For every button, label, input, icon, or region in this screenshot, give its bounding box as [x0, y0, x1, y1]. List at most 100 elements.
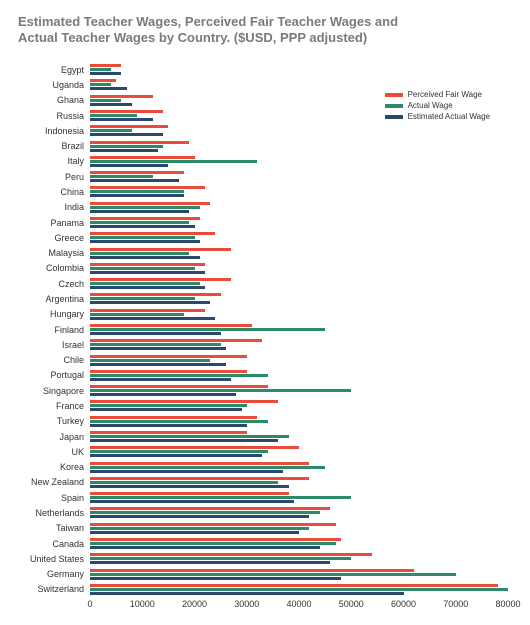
bar-actual	[90, 145, 163, 148]
bar-estimated	[90, 240, 200, 243]
bar-actual	[90, 252, 189, 255]
chart-container: Estimated Teacher Wages, Perceived Fair …	[0, 0, 530, 625]
y-axis-label: Israel	[62, 340, 90, 350]
y-axis-label: China	[60, 187, 90, 197]
x-axis-tick: 20000	[182, 599, 207, 609]
y-axis-label: Russia	[56, 111, 90, 121]
y-axis-label: UK	[71, 447, 90, 457]
y-axis-label: Uganda	[52, 80, 90, 90]
x-axis-tick: 80000	[495, 599, 520, 609]
bar-estimated	[90, 149, 158, 152]
bar-estimated	[90, 592, 404, 595]
bar-perceived	[90, 507, 330, 510]
y-axis-label: Italy	[67, 156, 90, 166]
y-axis-label: Switzerland	[37, 584, 90, 594]
bar-perceived	[90, 141, 189, 144]
bar-perceived	[90, 202, 210, 205]
bar-estimated	[90, 470, 283, 473]
bar-actual	[90, 389, 351, 392]
bar-perceived	[90, 171, 184, 174]
bar-actual	[90, 297, 195, 300]
bar-estimated	[90, 378, 231, 381]
bar-estimated	[90, 87, 127, 90]
bar-perceived	[90, 370, 247, 373]
y-axis-label: Netherlands	[35, 508, 90, 518]
bar-actual	[90, 99, 121, 102]
y-axis-label: Malaysia	[48, 248, 90, 258]
bar-actual	[90, 374, 268, 377]
x-axis: 0100002000030000400005000060000700008000…	[90, 599, 508, 613]
bar-actual	[90, 404, 247, 407]
bar-actual	[90, 573, 456, 576]
bar-perceived	[90, 248, 231, 251]
bar-actual	[90, 221, 189, 224]
bar-actual	[90, 557, 351, 560]
bar-actual	[90, 236, 195, 239]
bar-perceived	[90, 156, 195, 159]
bar-perceived	[90, 263, 205, 266]
bar-actual	[90, 190, 184, 193]
y-axis-label: France	[56, 401, 90, 411]
bar-estimated	[90, 561, 330, 564]
bar-estimated	[90, 225, 195, 228]
x-axis-tick: 50000	[339, 599, 364, 609]
bar-perceived	[90, 278, 231, 281]
chart-title: Estimated Teacher Wages, Perceived Fair …	[18, 14, 438, 47]
bar-estimated	[90, 194, 184, 197]
bar-perceived	[90, 431, 247, 434]
bar-estimated	[90, 118, 153, 121]
bar-perceived	[90, 95, 153, 98]
bar-estimated	[90, 454, 262, 457]
y-axis-label: Egypt	[61, 65, 90, 75]
bar-estimated	[90, 515, 309, 518]
bar-estimated	[90, 393, 236, 396]
y-axis-label: Japan	[59, 432, 90, 442]
y-axis-label: Ghana	[57, 95, 90, 105]
y-axis-label: Portugal	[50, 370, 90, 380]
y-axis-label: Colombia	[46, 263, 90, 273]
y-axis-label: Brazil	[61, 141, 90, 151]
y-axis-label: Turkey	[57, 416, 90, 426]
bar-actual	[90, 83, 111, 86]
bar-actual	[90, 328, 325, 331]
bar-estimated	[90, 546, 320, 549]
bar-estimated	[90, 439, 278, 442]
bar-perceived	[90, 79, 116, 82]
bar-estimated	[90, 363, 226, 366]
y-axis-label: Korea	[60, 462, 90, 472]
bar-perceived	[90, 569, 414, 572]
bar-actual	[90, 542, 336, 545]
bar-actual	[90, 313, 184, 316]
bar-actual	[90, 588, 508, 591]
bar-actual	[90, 114, 137, 117]
bar-perceived	[90, 492, 289, 495]
bar-actual	[90, 435, 289, 438]
plot-area: EgyptUgandaGhanaRussiaIndonesiaBrazilIta…	[90, 62, 508, 597]
bar-estimated	[90, 72, 121, 75]
y-axis-label: India	[64, 202, 90, 212]
bar-estimated	[90, 286, 205, 289]
bar-estimated	[90, 164, 168, 167]
y-axis-label: Finland	[54, 325, 90, 335]
y-axis-label: Peru	[65, 172, 90, 182]
bar-estimated	[90, 210, 189, 213]
bar-actual	[90, 466, 325, 469]
bar-perceived	[90, 309, 205, 312]
bar-actual	[90, 481, 278, 484]
bar-perceived	[90, 538, 341, 541]
bar-estimated	[90, 317, 215, 320]
bar-perceived	[90, 523, 336, 526]
bar-estimated	[90, 485, 289, 488]
bar-actual	[90, 420, 268, 423]
bar-actual	[90, 267, 195, 270]
bar-estimated	[90, 332, 221, 335]
bar-actual	[90, 206, 200, 209]
bar-estimated	[90, 133, 163, 136]
bar-estimated	[90, 347, 226, 350]
y-axis-label: Singapore	[43, 386, 90, 396]
bar-actual	[90, 160, 257, 163]
bar-perceived	[90, 355, 247, 358]
bar-perceived	[90, 446, 299, 449]
bar-estimated	[90, 256, 200, 259]
bar-estimated	[90, 500, 294, 503]
